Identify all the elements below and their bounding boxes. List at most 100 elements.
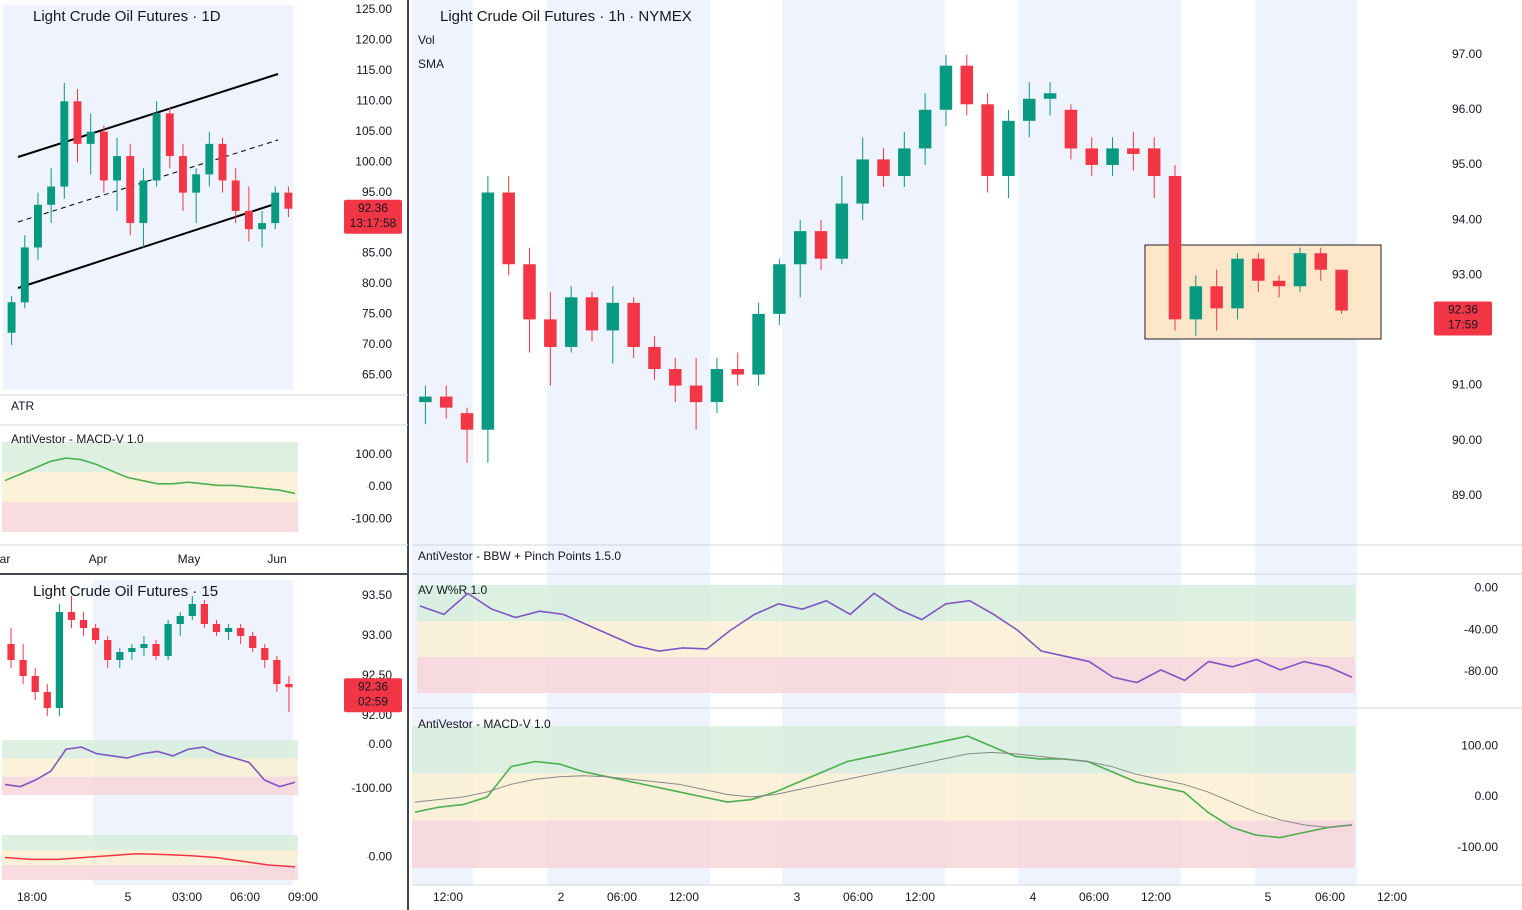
candle-body [1252,258,1265,281]
candle-body [218,143,227,181]
candle-body [1064,109,1078,149]
indicator-label: AntiVestor - BBW + Pinch Points 1.5.0 [418,549,621,563]
candle-body [152,644,160,656]
x-tick-label: 12:00 [1141,890,1171,904]
candle-body [249,636,257,648]
y-tick-label: 100.00 [355,154,392,168]
y-tick-label: 80.00 [362,276,392,290]
x-tick-label: 06:00 [230,890,260,904]
candle-body [1127,148,1140,154]
y-tick-label: 95.00 [1452,157,1482,171]
x-tick-label: 2 [558,890,565,904]
y-tick-label: 75.00 [362,307,392,321]
price-tag-timer: 02:59 [358,694,388,708]
y-tick-label: -100.00 [351,511,392,525]
candle-body [523,264,536,320]
title: AntiVestor - MACD-V 1.0 [11,432,144,446]
candle-body [244,210,253,230]
indicator-line [4,852,296,868]
x-tick-label: May [178,552,201,566]
y-tick-label: 96.00 [1452,102,1482,116]
candle-body [918,109,932,149]
y-tick-label: 100.00 [355,447,392,461]
candle-body [284,192,293,209]
candle-body [564,297,578,347]
candle-body [835,203,849,259]
candle-body [419,396,432,403]
y-tick-label: 89.00 [1452,488,1482,502]
candle-body [502,192,515,265]
candle-body [1272,280,1286,287]
y-tick-label: 0.00 [369,737,393,751]
vol-label: Vol [418,33,435,47]
candle-body [258,223,266,230]
indicator-line [4,457,296,495]
zone [2,835,298,850]
zone [2,865,298,880]
candle-body [7,644,15,660]
y-tick-label: 90.00 [1452,433,1482,447]
x-tick-label: 06:00 [607,890,637,904]
candle-body [898,148,911,176]
price-tag [344,199,402,234]
price-tag-value: 92.36 [1448,303,1478,317]
candle-body [1147,148,1161,176]
y-tick-label: 100.00 [1461,738,1498,752]
candle-body [212,624,221,632]
candle-body [99,131,108,181]
price-tag-timer: 13:17:58 [350,216,397,230]
candle-body [261,648,269,660]
candle-body [104,640,112,660]
candle-body [152,113,161,181]
indicator-line [419,592,1353,684]
candle-body [200,604,208,624]
candle-body [7,302,16,333]
candle-body [231,180,240,211]
candle-body [86,131,95,144]
x-tick-label: 18:00 [17,890,47,904]
price-tag-value: 92.36 [358,679,388,693]
x-tick-label: ar [0,552,10,566]
y-tick-label: 70.00 [362,337,392,351]
candle-body [47,186,56,205]
candle-body [67,612,76,620]
price-tag [1434,301,1492,336]
y-tick-label: 93.50 [362,588,392,602]
x-tick-label: 06:00 [843,890,873,904]
y-tick-label: 0.00 [1475,580,1499,594]
candle-body [981,104,994,176]
candle-body [60,101,69,187]
candle-body [544,319,557,347]
candle-body [140,644,148,648]
y-tick-label: -100.00 [1457,840,1498,854]
indicator-line [414,751,1353,828]
candle-body [55,612,63,708]
indicator-line [414,735,1353,839]
y-tick-label: 91.00 [1452,378,1482,392]
x-tick-label: 12:00 [669,890,699,904]
candle-body [1314,253,1328,270]
zone [417,657,1355,693]
candle-body [689,385,703,403]
candle-body [165,113,174,157]
candle-body [439,396,453,408]
y-tick-label: -80.00 [1464,664,1498,678]
zone [2,758,298,777]
title: AntiVestor - MACD-V 1.0 [418,717,551,731]
candle-body [79,620,88,628]
x-tick-label: 5 [125,890,132,904]
zone [412,820,1355,868]
y-tick-label: -40.00 [1464,622,1498,636]
candle-body [113,156,121,181]
y-tick-label: 0.00 [369,850,393,864]
candle-body [237,628,245,636]
candle-body [273,660,281,684]
x-tick-label: 06:00 [1079,890,1109,904]
candle-body [460,413,474,430]
y-tick-label: 125.00 [355,2,392,16]
zone [2,776,298,795]
x-tick-label: 09:00 [288,890,318,904]
y-tick-label: 120.00 [355,33,392,47]
